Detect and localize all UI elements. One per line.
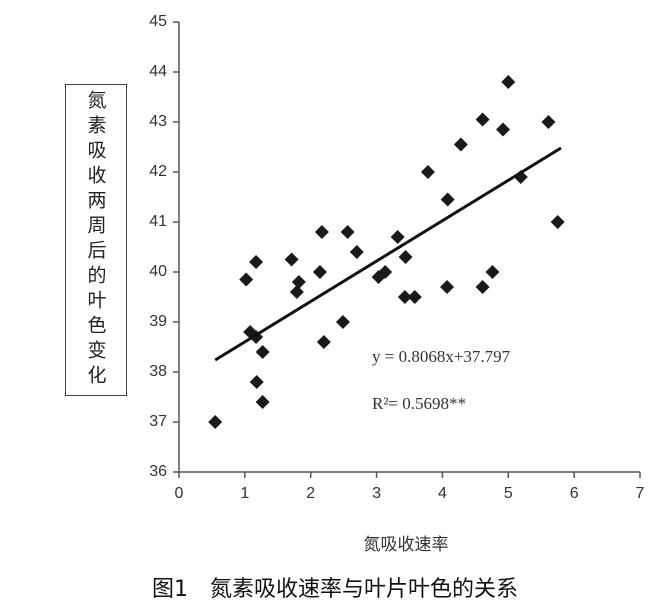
x-axis-label: 氮吸收速率: [364, 535, 449, 555]
x-tick-label: 7: [636, 485, 645, 502]
point: [284, 252, 299, 267]
point: [398, 250, 413, 264]
caption: 图1 氮素吸收速率与叶片叶色的关系: [152, 577, 518, 602]
point: [496, 122, 511, 137]
y-tick-label: 41: [149, 213, 167, 230]
point: [314, 225, 329, 239]
y-axis-label-box: 氮素吸收两周后的叶色变化: [65, 84, 127, 396]
point: [249, 375, 264, 389]
x-tick-label: 0: [175, 485, 184, 502]
point: [397, 290, 412, 304]
y-tick-label: 36: [149, 463, 167, 480]
point: [312, 265, 327, 279]
point: [420, 165, 435, 179]
point: [239, 272, 254, 287]
point: [475, 280, 490, 294]
y-axis-label: 氮素吸收两周后的叶色变化: [84, 90, 107, 390]
trendline: [214, 146, 562, 362]
y-tick-label: 42: [149, 163, 167, 180]
point: [378, 265, 393, 279]
x-tick-label: 2: [306, 485, 315, 502]
point: [316, 335, 331, 349]
point: [440, 192, 455, 207]
equation: y = 0.8068x+37.797: [372, 347, 511, 366]
r-squared: R²= 0.5698**: [372, 394, 466, 413]
y-tick-label: 45: [149, 13, 167, 30]
y-tick-label: 37: [149, 413, 167, 430]
point: [407, 290, 422, 304]
point: [291, 275, 306, 289]
point: [501, 75, 516, 89]
point: [390, 230, 405, 244]
point: [550, 215, 565, 229]
point: [255, 345, 270, 359]
point: [475, 112, 490, 127]
x-tick-label: 5: [504, 485, 513, 502]
point: [340, 225, 355, 239]
point: [349, 245, 364, 259]
x-tick-label: 1: [240, 485, 249, 502]
y-tick-label: 39: [149, 313, 167, 330]
point: [485, 265, 500, 279]
point: [440, 280, 455, 294]
point: [335, 315, 350, 329]
point: [541, 115, 556, 129]
point: [249, 255, 264, 269]
point: [453, 137, 468, 152]
y-tick-label: 44: [149, 63, 167, 80]
point: [208, 415, 223, 429]
x-tick-label: 6: [570, 485, 579, 502]
point: [289, 285, 304, 299]
point: [255, 395, 270, 409]
x-tick-label: 3: [372, 485, 381, 502]
y-tick-label: 43: [149, 113, 167, 130]
y-tick-label: 40: [149, 263, 167, 280]
x-tick-label: 4: [438, 485, 447, 502]
y-tick-label: 38: [149, 363, 167, 380]
